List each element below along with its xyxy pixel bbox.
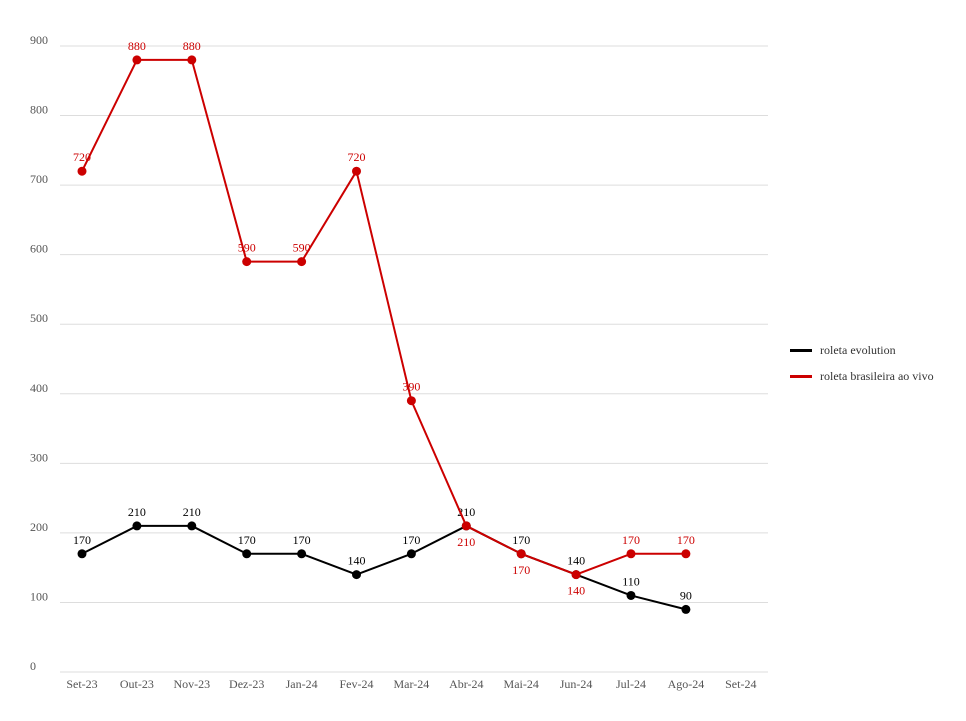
x-tick-label: Dez-23 [229,677,264,691]
series-line [81,524,687,611]
x-tick-label: Jul-24 [616,677,646,691]
data-label: 590 [238,241,256,255]
data-label: 170 [293,533,311,547]
x-tick-label: Fev-24 [340,677,374,691]
data-point [406,396,416,406]
legend-swatch-evolution [790,348,812,352]
y-tick-label: 900 [30,33,48,47]
data-point [352,570,361,580]
data-point [571,570,581,580]
data-label: 110 [622,574,640,588]
data-point [77,549,87,559]
data-label: 210 [128,505,146,519]
data-label: 210 [457,535,475,549]
y-tick-label: 700 [30,172,48,186]
x-axis: Set-23 Out-23 Nov-23 Dez-23 Jan-24 Fev-24 Mar-… [66,677,756,691]
legend-item-brasileira: roleta brasileira ao vivo [790,363,934,389]
y-tick-label: 600 [30,242,48,256]
y-tick-label: 800 [30,103,48,117]
data-label: 140 [567,584,585,598]
data-label: 140 [348,554,366,568]
data-point [352,166,361,176]
data-point [626,590,636,600]
data-point [681,549,691,559]
data-point [461,521,471,531]
data-label: 590 [293,241,311,255]
y-tick-label: 0 [30,659,36,673]
series-1: 720 880 880 590 590 720 390 210 170 140 170 170 [73,39,695,598]
data-label: 390 [402,380,420,394]
legend-label-evolution: roleta evolution [820,342,896,357]
data-point [516,549,526,559]
data-label: 170 [622,533,640,547]
data-point [626,549,636,559]
data-label: 170 [512,533,530,547]
data-point [297,549,307,559]
x-tick-label: Set-23 [66,677,97,691]
y-tick-label: 200 [30,520,48,534]
series-line [81,58,686,576]
data-label: 880 [183,39,201,53]
x-tick-label: Abr-24 [449,677,483,691]
data-point [132,55,142,65]
x-tick-label: Set-24 [725,677,756,691]
legend-item-evolution: roleta evolution [790,337,934,363]
data-point [406,549,416,559]
data-label: 170 [402,533,420,547]
data-label: 170 [73,533,91,547]
legend: roleta evolution roleta brasileira ao vi… [790,337,934,389]
data-point [187,521,197,531]
grid-lines [60,45,768,673]
x-tick-label: Jan-24 [286,677,318,691]
data-label: 720 [73,150,91,164]
legend-swatch-brasileira [790,374,812,378]
series-0: 170 210 210 170 170 140 170 210 170 140 110 90 [73,505,692,614]
y-tick-label: 500 [30,311,48,325]
x-tick-label: Mar-24 [394,677,430,691]
data-label: 140 [567,554,585,568]
x-tick-label: Mai-24 [504,677,539,691]
data-point [77,166,87,176]
data-point [681,604,691,614]
data-label: 170 [677,533,695,547]
y-axis: 0 100 200 300 400 500 600 700 800 900 [30,33,48,673]
x-tick-label: Jun-24 [560,677,593,691]
data-point [187,55,197,65]
legend-label-brasileira: roleta brasileira ao vivo [820,368,934,383]
data-label: 210 [183,505,201,519]
data-point [242,257,252,267]
data-label: 170 [238,533,256,547]
x-tick-label: Nov-23 [173,677,210,691]
data-point [132,521,142,531]
data-label: 90 [680,588,692,602]
y-tick-label: 300 [30,450,48,464]
series-group: 170 210 210 170 170 140 170 210 170 140 110 90 720 88… [73,39,695,614]
x-tick-label: Out-23 [120,677,154,691]
data-label: 170 [512,563,530,577]
data-point [242,549,252,559]
y-tick-label: 100 [30,589,48,603]
data-point [297,257,307,267]
x-tick-label: Ago-24 [668,677,705,691]
data-label: 880 [128,39,146,53]
data-label: 720 [348,150,366,164]
y-tick-label: 400 [30,381,48,395]
